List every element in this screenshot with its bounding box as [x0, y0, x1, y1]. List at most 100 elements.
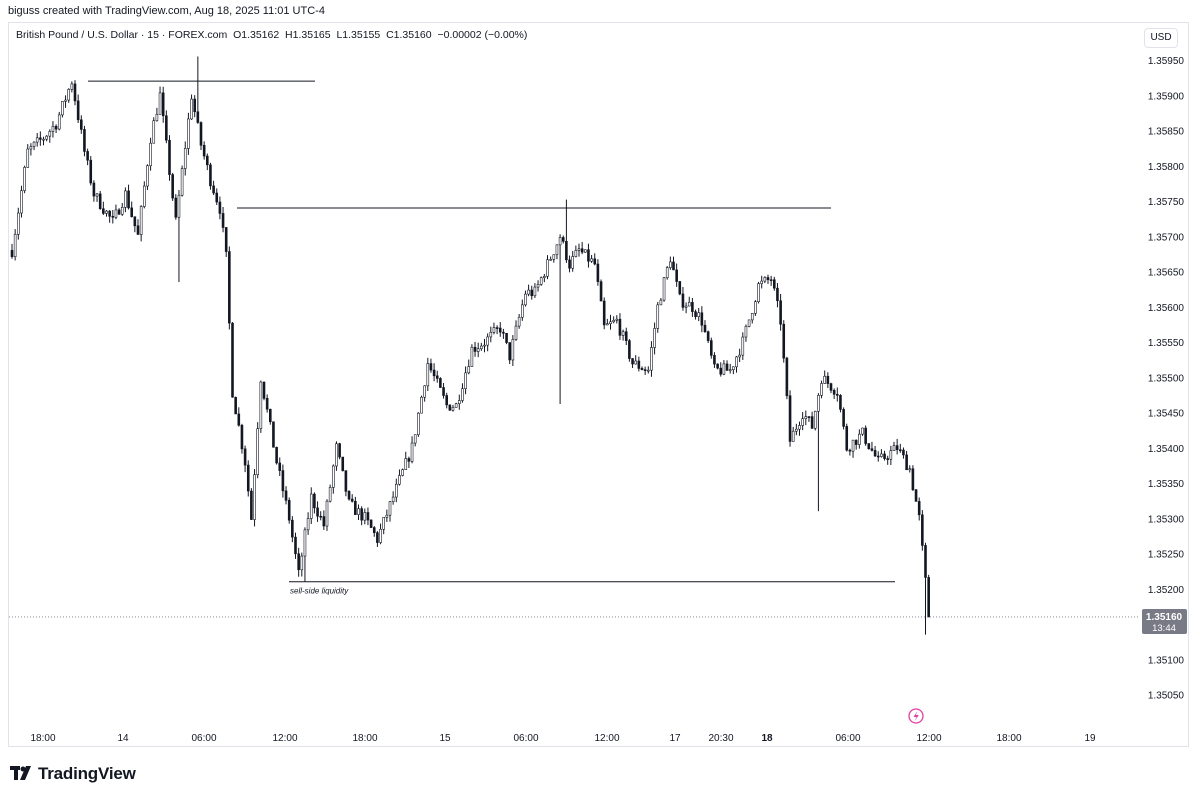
candle-down: [886, 458, 890, 460]
candle-down: [199, 122, 203, 146]
tradingview-logo-icon: [10, 766, 31, 780]
candle-down: [883, 453, 886, 459]
candle-up: [467, 366, 471, 374]
x-tick-label: 17: [669, 733, 681, 744]
candle-up: [42, 138, 45, 141]
candle-down: [700, 312, 704, 326]
candle-up: [524, 293, 527, 306]
candle-down: [864, 427, 867, 444]
y-tick-label: 1.35400: [1148, 444, 1185, 455]
y-tick-label: 1.35450: [1148, 409, 1185, 420]
candle-down: [231, 322, 234, 398]
candle-up: [697, 312, 701, 317]
candle-down: [354, 500, 357, 515]
candle-down: [832, 390, 836, 395]
candle-up: [741, 336, 745, 356]
candle-down: [407, 458, 411, 462]
candle-down: [445, 395, 449, 406]
candle-up: [420, 396, 423, 414]
candle-down: [640, 368, 644, 370]
candle-down: [810, 416, 814, 429]
candle-down: [587, 249, 590, 262]
candle-up: [306, 518, 310, 531]
candle-up: [558, 237, 562, 246]
candle-up: [665, 267, 669, 279]
candle-down: [672, 261, 675, 271]
candle-down: [618, 318, 622, 336]
candle-up: [543, 276, 546, 278]
currency-button[interactable]: USD: [1144, 28, 1178, 48]
candle-down: [766, 277, 770, 281]
candle-down: [917, 501, 921, 516]
candle-down: [209, 164, 212, 187]
candle-up: [791, 430, 795, 442]
y-tick-label: 1.35300: [1148, 514, 1185, 525]
candle-up: [152, 120, 156, 144]
candle-down: [439, 378, 442, 388]
candle-up: [650, 347, 653, 371]
candle-down: [278, 462, 282, 471]
x-tick-label: 06:00: [835, 733, 860, 744]
candle-up: [149, 142, 152, 167]
candle-down: [108, 210, 111, 217]
candle-down: [243, 448, 247, 466]
candle-up: [26, 148, 30, 168]
candle-down: [127, 190, 130, 209]
candle-up: [454, 403, 458, 408]
candle-up: [804, 416, 808, 420]
candle-up: [536, 284, 540, 288]
candle-up: [45, 135, 48, 140]
candle-down: [73, 83, 77, 102]
candle-up: [309, 493, 313, 519]
legend-open: O1.35162: [233, 29, 280, 41]
candle-up: [335, 443, 338, 467]
candle-up: [457, 400, 461, 404]
candle-up: [738, 354, 741, 358]
candle-down: [624, 331, 628, 341]
candle-up: [394, 483, 398, 498]
candle-down: [281, 470, 285, 492]
candle-up: [256, 428, 259, 475]
candle-down: [86, 151, 89, 161]
price-chart[interactable]: 1.35950 1.35900 1.35850 1.35800 1.35750 1.357…: [9, 23, 1189, 747]
candle-down: [602, 300, 606, 326]
candle-down: [369, 519, 373, 528]
candle-down: [161, 92, 165, 117]
candle-up: [331, 465, 335, 488]
candle-down: [228, 251, 231, 324]
candle-down: [631, 358, 634, 365]
candle-up: [574, 250, 578, 257]
candle-up: [621, 331, 625, 336]
candle-down: [628, 340, 631, 359]
candle-up: [183, 148, 187, 169]
candle-down: [206, 155, 209, 166]
candle-up: [732, 366, 735, 370]
candle-down: [102, 208, 105, 214]
candle-up: [357, 508, 360, 515]
candle-up: [57, 114, 61, 130]
candle-up: [464, 372, 467, 389]
candle-up: [398, 475, 401, 485]
candle-up: [48, 131, 52, 137]
x-tick-label: 06:00: [191, 733, 216, 744]
y-tick-label: 1.35750: [1148, 197, 1185, 208]
candle-down: [291, 519, 294, 538]
candle-down: [432, 369, 436, 377]
chart-frame[interactable]: 1.35950 1.35900 1.35850 1.35800 1.35750 1.357…: [8, 22, 1189, 747]
credit-text: biguss created with TradingView.com, Aug…: [8, 5, 325, 17]
y-tick-label: 1.35650: [1148, 268, 1185, 279]
candle-up: [70, 83, 74, 90]
candle-up: [143, 185, 146, 207]
candle-down: [98, 193, 102, 210]
candle-down: [89, 159, 93, 184]
candle-down: [911, 468, 915, 491]
candle-down: [835, 394, 839, 396]
candle-down: [713, 355, 716, 365]
candle-up: [303, 529, 307, 557]
candle-down: [92, 182, 96, 197]
candle-up: [583, 249, 587, 253]
candle-up: [813, 410, 817, 429]
candle-down: [898, 449, 902, 452]
candle-down: [593, 258, 597, 265]
candle-up: [379, 528, 382, 543]
